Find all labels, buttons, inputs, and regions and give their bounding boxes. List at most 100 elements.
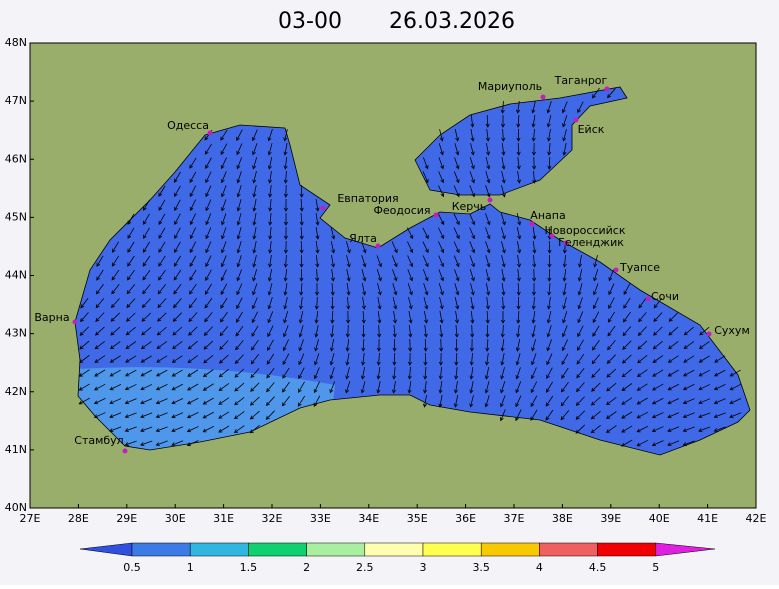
wind-arrow xyxy=(516,241,522,254)
wind-arrow xyxy=(95,283,104,295)
wind-arrow xyxy=(682,426,695,432)
wind-arrow xyxy=(623,283,631,295)
wind-arrow xyxy=(282,381,290,393)
wind-arrow xyxy=(501,296,506,310)
wind-arrow xyxy=(346,296,351,310)
wind-arrow xyxy=(143,227,150,239)
city-label: Ялта xyxy=(349,232,377,245)
wind-arrow xyxy=(515,353,521,366)
wind-arrow xyxy=(249,424,260,434)
wind-arrow xyxy=(562,283,567,296)
wind-arrow xyxy=(547,142,552,156)
wind-arrow xyxy=(235,340,244,351)
lon-label: 37E xyxy=(504,512,525,525)
wind-arrow xyxy=(268,184,273,198)
wind-arrow xyxy=(592,311,600,324)
wind-arrow xyxy=(714,355,726,363)
wind-arrow xyxy=(606,368,617,378)
wind-arrow xyxy=(220,297,228,309)
wind-arrow xyxy=(314,296,319,310)
wind-arrow xyxy=(251,297,258,310)
wind-arrow xyxy=(93,398,106,405)
wind-arrow xyxy=(267,339,274,351)
wind-arrow xyxy=(174,227,181,240)
wind-arrow xyxy=(392,283,398,296)
wind-arrow xyxy=(265,410,275,420)
wind-arrow xyxy=(454,283,460,296)
lon-label: 40E xyxy=(649,512,670,525)
wind-arrow xyxy=(682,440,695,446)
wind-arrow xyxy=(713,398,726,405)
city-label: Стамбул xyxy=(74,434,123,447)
wind-arrow xyxy=(547,297,552,310)
wind-arrow xyxy=(546,353,553,366)
wind-arrow xyxy=(392,297,398,310)
wind-arrow xyxy=(562,268,567,282)
wind-arrow xyxy=(249,410,260,420)
lon-label: 36E xyxy=(455,512,476,525)
wind-arrow xyxy=(220,269,227,282)
wind-arrow xyxy=(299,184,304,198)
wind-arrow xyxy=(407,366,412,380)
wind-arrow xyxy=(667,412,680,419)
legend-swatch xyxy=(480,542,540,557)
wind-arrow xyxy=(251,339,259,351)
wind-arrow xyxy=(127,255,135,267)
wind-arrow xyxy=(220,171,227,184)
wind-arrow xyxy=(500,367,505,380)
wind-arrow xyxy=(189,227,196,240)
wind-arrow xyxy=(469,171,475,184)
wind-arrow xyxy=(500,395,506,408)
wind-arrow xyxy=(637,340,648,350)
wind-arrow xyxy=(575,410,586,420)
lat-label: 43N xyxy=(5,327,27,340)
wind-arrow xyxy=(220,283,228,296)
wind-arrow xyxy=(729,412,742,419)
city-dot xyxy=(549,233,555,239)
wind-arrow xyxy=(652,355,664,363)
wind-arrow xyxy=(560,396,570,407)
wind-arrow xyxy=(577,269,583,282)
city-dot xyxy=(529,221,535,227)
wind-arrow xyxy=(454,143,460,156)
wind-arrow xyxy=(283,184,288,198)
wind-arrow xyxy=(683,341,695,350)
wind-arrow xyxy=(158,227,166,239)
wind-arrow xyxy=(438,241,445,254)
wind-arrow xyxy=(268,255,273,268)
wind-arrow xyxy=(203,326,213,337)
city-label: Керчь xyxy=(452,200,487,213)
city-label: Феодосия xyxy=(373,204,430,217)
wind-arrow xyxy=(155,384,168,391)
wind-arrow xyxy=(699,326,710,336)
wind-arrow xyxy=(173,255,181,267)
wind-arrow xyxy=(124,369,137,377)
wind-arrow xyxy=(219,326,229,337)
wind-arrow xyxy=(283,129,288,142)
wind-arrow xyxy=(95,312,105,322)
wind-arrow xyxy=(729,369,741,377)
wind-arrow xyxy=(189,199,196,212)
wind-arrow xyxy=(314,325,319,338)
wind-arrow xyxy=(252,213,257,226)
wind-arrow xyxy=(205,241,212,254)
wind-arrow xyxy=(545,409,554,421)
wind-arrow xyxy=(361,255,367,268)
wind-arrow xyxy=(453,227,460,240)
lat-label: 45N xyxy=(5,210,27,223)
wind-arrow xyxy=(204,283,212,295)
lon-label: 32E xyxy=(262,512,283,525)
wind-arrow xyxy=(438,395,443,408)
wind-arrow xyxy=(713,426,726,432)
wind-arrow xyxy=(158,213,166,225)
wind-arrow xyxy=(110,326,121,336)
wind-arrow xyxy=(283,254,288,268)
wind-arrow xyxy=(532,254,537,268)
wind-arrow xyxy=(407,352,412,366)
wind-arrow xyxy=(315,213,320,226)
wind-arrow xyxy=(142,241,150,253)
lon-label: 33E xyxy=(310,512,331,525)
wind-arrow xyxy=(250,382,260,392)
wind-arrow xyxy=(636,397,648,405)
wind-arrow xyxy=(360,381,366,394)
